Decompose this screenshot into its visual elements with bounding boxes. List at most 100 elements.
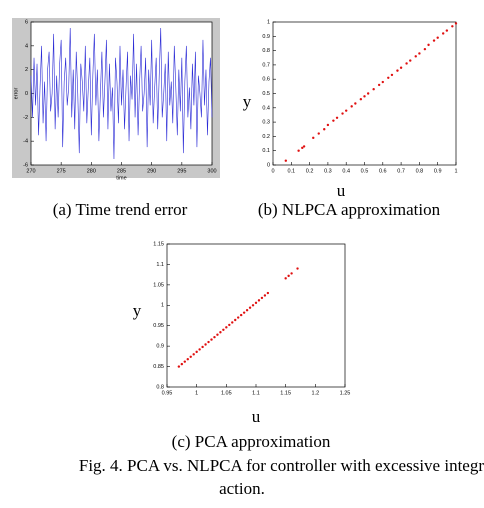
y-axis-label: y — [243, 92, 252, 111]
point — [432, 39, 436, 42]
point — [354, 102, 357, 105]
x-tick-label: 1 — [195, 390, 198, 396]
y-tick-label: 4 — [25, 43, 28, 49]
x-tick-label: 0.9 — [434, 168, 442, 174]
point — [234, 318, 237, 322]
point — [263, 294, 267, 297]
x-tick-label: 1.2 — [312, 390, 320, 396]
point — [248, 306, 252, 309]
point — [341, 112, 344, 115]
x-tick-label: 0 — [271, 168, 274, 174]
point — [312, 136, 315, 140]
point — [436, 36, 439, 39]
point — [210, 338, 213, 341]
x-tick-label: 1.15 — [280, 390, 291, 396]
point — [239, 313, 243, 317]
point — [177, 365, 181, 368]
point — [366, 92, 370, 95]
y-tick-label: 0.95 — [153, 323, 164, 329]
point — [350, 105, 353, 108]
point — [377, 83, 381, 87]
y-tick-label: 0.85 — [153, 364, 164, 370]
point — [201, 345, 204, 349]
point — [180, 362, 184, 366]
point — [228, 323, 231, 327]
point — [363, 95, 366, 98]
point — [231, 321, 234, 324]
point — [219, 331, 222, 334]
point — [326, 123, 330, 127]
y-tick-label: 0.1 — [262, 148, 270, 154]
y-tick-label: 0.3 — [262, 120, 270, 126]
x-tick-label: 270 — [26, 168, 35, 174]
y-tick-label: 1 — [267, 19, 270, 25]
point — [297, 149, 300, 152]
y-tick-label: 1 — [161, 303, 164, 309]
chart-caption: (b) NLPCA approximation — [258, 200, 441, 219]
point — [451, 25, 454, 28]
x-tick-label: 0.8 — [416, 168, 424, 174]
figure-caption: action. — [219, 479, 265, 498]
y-tick-label: 0.5 — [262, 91, 270, 97]
x-tick-label: 1.05 — [221, 390, 232, 396]
y-tick-label: 0.4 — [262, 105, 270, 111]
point — [242, 311, 246, 314]
y-tick-label: 0.8 — [156, 384, 164, 390]
x-axis-label: u — [252, 407, 261, 426]
x-tick-label: 300 — [207, 168, 216, 174]
y-axis-label: error — [13, 88, 19, 100]
x-tick-label: 0.7 — [397, 168, 405, 174]
y-tick-label: 0.9 — [262, 34, 270, 40]
point — [302, 145, 306, 148]
point — [216, 333, 219, 336]
point — [323, 128, 326, 131]
point — [245, 308, 249, 312]
y-tick-label: -6 — [23, 162, 28, 168]
y-tick-label: -4 — [23, 139, 28, 145]
plot-area — [166, 243, 346, 388]
y-tick-label: 1.05 — [153, 282, 164, 288]
y-tick-label: 0.6 — [262, 77, 270, 83]
x-tick-label: 0.5 — [361, 168, 369, 174]
x-tick-label: 0.3 — [324, 168, 332, 174]
point — [301, 146, 304, 150]
x-tick-label: 280 — [87, 168, 96, 174]
y-axis-label: y — [133, 301, 142, 320]
x-tick-label: 275 — [57, 168, 66, 174]
point — [266, 291, 270, 295]
point — [381, 80, 384, 84]
point — [423, 47, 427, 51]
point — [399, 66, 403, 69]
y-tick-label: -2 — [23, 115, 28, 121]
y-tick-label: 1.15 — [153, 241, 164, 247]
point — [359, 98, 363, 101]
point — [198, 348, 201, 351]
x-tick-label: 1 — [454, 168, 457, 174]
figure-caption: Fig. 4. PCA vs. NLPCA for controller wit… — [79, 456, 484, 475]
point — [335, 116, 339, 120]
point — [260, 296, 264, 300]
x-tick-label: 295 — [177, 168, 186, 174]
point — [427, 43, 430, 47]
point — [296, 267, 299, 270]
point — [387, 76, 390, 79]
point — [290, 272, 293, 275]
point — [372, 88, 375, 91]
x-tick-label: 0.1 — [287, 168, 295, 174]
point — [317, 132, 320, 135]
y-tick-label: 0.7 — [262, 62, 270, 68]
x-tick-label: 0.4 — [342, 168, 350, 174]
point — [195, 350, 198, 354]
point — [390, 73, 394, 77]
point — [409, 59, 412, 62]
point — [222, 328, 225, 331]
point — [257, 299, 261, 302]
x-tick-label: 0.2 — [306, 168, 314, 174]
point — [345, 109, 348, 112]
point — [251, 304, 255, 307]
x-tick-label: 0.6 — [379, 168, 387, 174]
plot-area — [272, 21, 457, 166]
point — [237, 316, 240, 319]
x-tick-label: 285 — [117, 168, 126, 174]
